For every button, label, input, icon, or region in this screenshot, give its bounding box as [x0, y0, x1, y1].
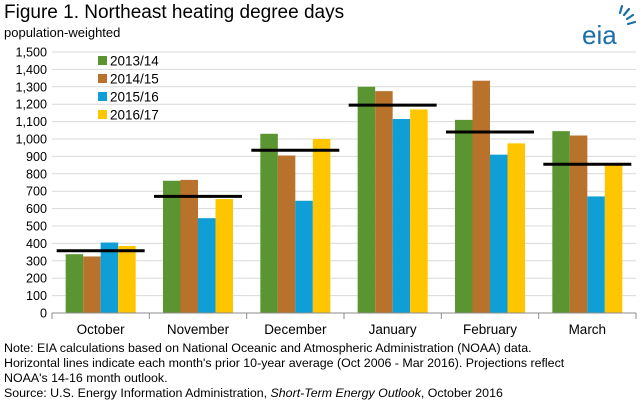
x-category-label: October	[77, 322, 126, 337]
eia-logo-rays	[618, 4, 636, 26]
bar	[375, 91, 393, 314]
chart-title: Figure 1. Northeast heating degree days	[4, 2, 345, 23]
bar	[215, 199, 233, 313]
bar	[65, 254, 84, 313]
y-tick-label: 700	[26, 185, 47, 199]
bar	[277, 155, 296, 313]
bar	[118, 246, 136, 313]
bar	[569, 135, 588, 313]
chart-average-lines	[56, 103, 632, 253]
y-tick-label: 500	[26, 220, 47, 234]
chart-legend: 2013/14 2014/15 2015/16 2016/17	[98, 54, 159, 123]
legend-label: 2013/14	[110, 54, 159, 69]
bar	[455, 119, 473, 313]
y-tick-label: 100	[26, 289, 47, 303]
source-line: Source: U.S. Energy Information Administ…	[4, 386, 638, 401]
y-tick-label: 600	[26, 202, 47, 216]
bar	[490, 154, 508, 313]
x-category-label: November	[167, 322, 230, 337]
eia-logo-icon: eia	[582, 4, 636, 50]
y-tick-label: 900	[26, 150, 47, 164]
note-line-2: Horizontal lines indicate each month's p…	[4, 356, 565, 370]
y-tick-label: 0	[40, 307, 47, 321]
y-tick-label: 1,200	[15, 98, 47, 112]
bar	[410, 109, 428, 313]
y-tick-label: 200	[26, 272, 47, 286]
chart-subtitle: population-weighted	[4, 25, 121, 40]
bar	[198, 218, 216, 313]
source-suffix: , October 2016	[420, 386, 503, 400]
x-category-label: February	[463, 322, 517, 337]
bar	[163, 180, 181, 313]
legend-label: 2014/15	[110, 72, 159, 87]
heating-degree-days-chart: 0 100 200 300 400 500 600 700 800 900 1,000 1,100 1,…	[15, 46, 637, 337]
bar	[260, 133, 278, 313]
legend-swatch	[98, 74, 107, 83]
chart-axes: 0 100 200 300 400 500 600 700 800 900 1,000 1,100 1,…	[15, 46, 637, 337]
bar	[472, 80, 490, 314]
bar	[552, 131, 570, 313]
bar	[312, 139, 331, 313]
source-prefix: Source: U.S. Energy Information Administ…	[4, 386, 271, 400]
bar	[100, 242, 119, 313]
y-tick-label: 800	[26, 167, 47, 181]
y-tick-label: 300	[26, 254, 47, 268]
x-category-label: January	[369, 322, 417, 337]
bar	[587, 196, 605, 313]
chart-notes: Note: EIA calculations based on National…	[4, 341, 638, 401]
chart-gridlines	[52, 51, 636, 297]
y-tick-label: 1,000	[15, 133, 47, 147]
source-publication: Short-Term Energy Outlook	[270, 386, 421, 400]
bar	[392, 118, 411, 314]
bar	[604, 165, 623, 313]
chart-bars	[65, 80, 623, 314]
bar	[357, 86, 376, 313]
x-category-label: December	[264, 322, 327, 337]
legend-label: 2016/17	[110, 108, 159, 123]
y-tick-label: 1,500	[15, 46, 47, 60]
legend-label: 2015/16	[110, 90, 159, 105]
note-line-3: NOAA's 14-16 month outlook.	[4, 371, 168, 385]
y-tick-label: 1,300	[15, 80, 47, 94]
bar	[295, 200, 313, 313]
eia-logo-text: eia	[582, 20, 617, 50]
note-line-1: Note: EIA calculations based on National…	[4, 341, 532, 355]
y-tick-label: 1,400	[15, 63, 47, 77]
legend-swatch	[98, 56, 107, 65]
legend-swatch	[98, 110, 107, 119]
bar	[180, 179, 198, 313]
bar	[83, 256, 101, 313]
legend-swatch	[98, 92, 107, 101]
x-category-label: March	[569, 322, 607, 337]
y-tick-label: 1,100	[15, 115, 47, 129]
bar	[507, 143, 525, 313]
y-tick-label: 400	[26, 237, 47, 251]
